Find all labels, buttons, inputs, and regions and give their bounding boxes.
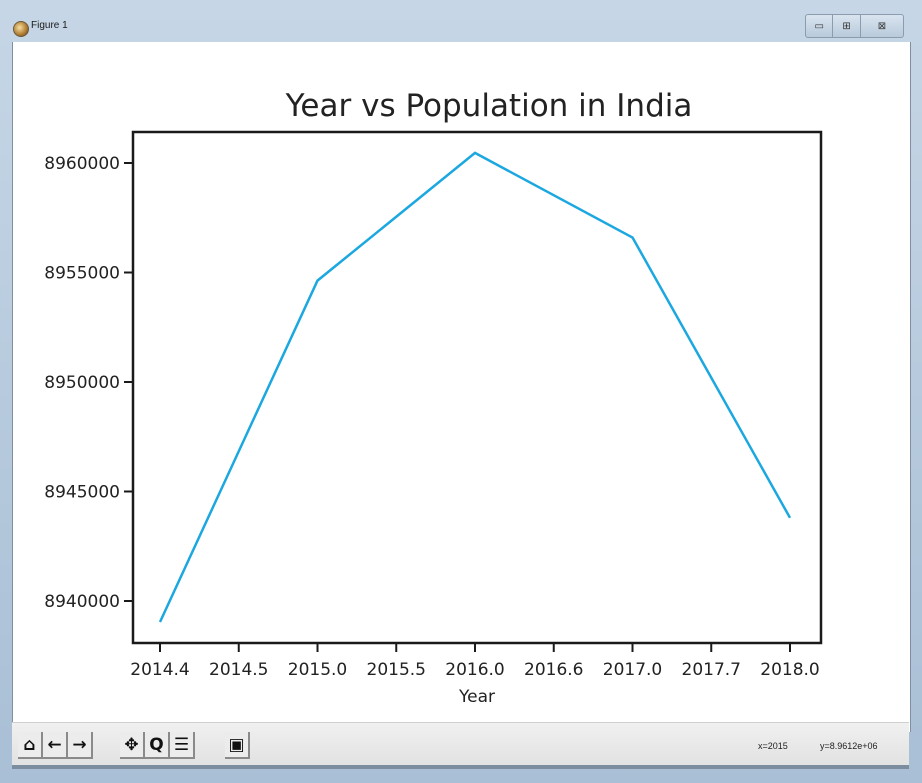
move-icon: ✥ bbox=[124, 734, 139, 755]
y-tick-label: 8945000 bbox=[44, 483, 120, 503]
forward-button[interactable]: → bbox=[68, 732, 93, 759]
x-tick-label: 2016.0 bbox=[445, 660, 504, 680]
x-tick-label: 2016.6 bbox=[524, 660, 583, 680]
minimize-button[interactable]: ▭ bbox=[806, 15, 834, 37]
home-icon: ⌂ bbox=[23, 734, 36, 755]
x-tick-label: 2015.0 bbox=[288, 660, 347, 680]
close-button[interactable]: ⊠ bbox=[877, 20, 887, 32]
y-tick-label: 8940000 bbox=[44, 592, 120, 612]
x-tick-label: 2017.0 bbox=[603, 660, 662, 680]
plot-area bbox=[131, 130, 823, 645]
arrow-right-icon: → bbox=[72, 734, 87, 755]
y-tick-label: 8955000 bbox=[44, 264, 120, 284]
x-tick-label: 2015.5 bbox=[367, 660, 426, 680]
home-button[interactable]: ⌂ bbox=[18, 732, 43, 759]
save-button[interactable]: ▣ bbox=[225, 732, 250, 759]
window-title: Figure 1 bbox=[31, 20, 68, 31]
x-tick-label: 2014.5 bbox=[209, 660, 268, 680]
chart-title: Year vs Population in India bbox=[285, 88, 693, 124]
pan-button[interactable]: ✥ bbox=[120, 732, 145, 759]
navigation-toolbar: ⌂ ← → ✥ Q ☰ ▣ x=2015 y=8.9612e+06 bbox=[12, 722, 909, 769]
zoom-button[interactable]: Q bbox=[145, 732, 170, 759]
x-axis: 2014.4 2014.5 2015.0 2015.5 2016.0 2016.6 2017… bbox=[130, 643, 820, 680]
y-tick-label: 8960000 bbox=[44, 154, 120, 174]
maximize-button[interactable]: ⊞ bbox=[833, 15, 861, 37]
sliders-icon: ☰ bbox=[173, 734, 190, 755]
y-tick-label: 8950000 bbox=[44, 373, 120, 393]
x-coordinate-readout: x=2015 bbox=[758, 741, 788, 751]
x-tick-label: 2017.7 bbox=[682, 660, 741, 680]
x-tick-label: 2018.0 bbox=[760, 660, 819, 680]
title-bar[interactable]: Figure 1 ▭ ⊞ ⊠ bbox=[0, 8, 922, 42]
x-axis-label: Year bbox=[458, 687, 495, 707]
y-coordinate-readout: y=8.9612e+06 bbox=[820, 741, 878, 751]
configure-subplots-button[interactable]: ☰ bbox=[170, 732, 195, 759]
y-axis: 8960000 8955000 8950000 8945000 8940000 bbox=[44, 154, 133, 612]
save-icon: ▣ bbox=[228, 734, 245, 755]
population-line bbox=[158, 151, 792, 623]
zoom-icon: Q bbox=[149, 734, 164, 755]
app-icon bbox=[13, 21, 29, 37]
arrow-left-icon: ← bbox=[47, 734, 62, 755]
window-controls: ▭ ⊞ ⊠ bbox=[805, 14, 904, 38]
back-button[interactable]: ← bbox=[43, 732, 68, 759]
x-tick-label: 2014.4 bbox=[130, 660, 189, 680]
